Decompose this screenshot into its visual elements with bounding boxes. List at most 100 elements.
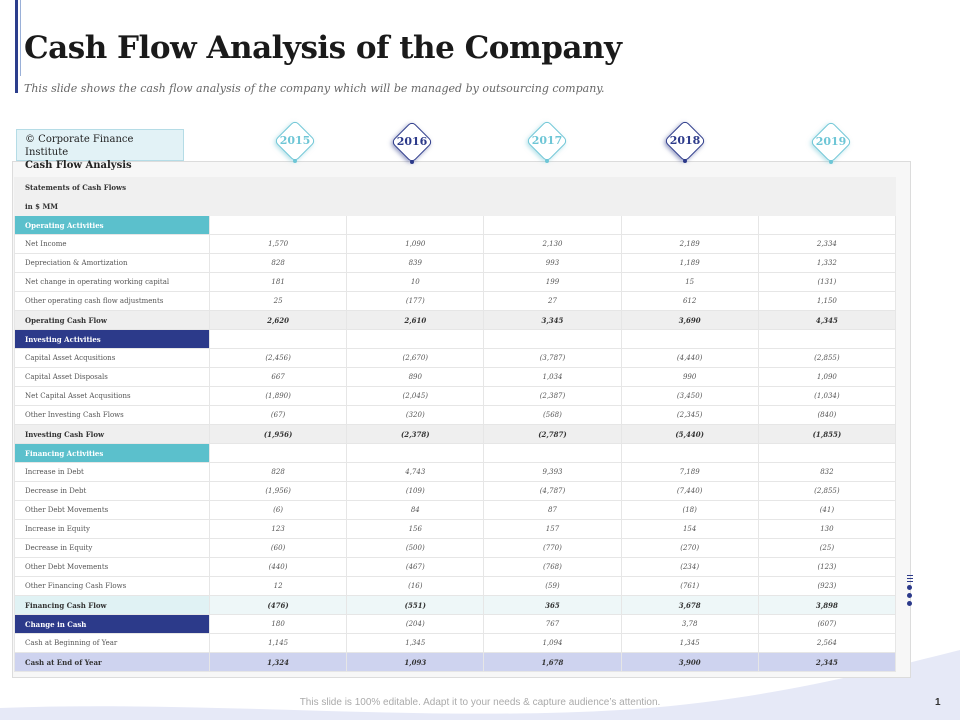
cell-value: 3,345 <box>483 310 622 330</box>
table-row: Cash at Beginning of Year 1,145 1,345 1,094… <box>14 633 897 653</box>
cell-value <box>483 215 622 235</box>
background-wave-shape <box>0 650 960 720</box>
cell-value: 3,678 <box>620 595 759 615</box>
cell-value: (2,378) <box>346 424 485 444</box>
table-row: Capital Asset Disposals 667 890 1,034 990 1,0… <box>14 367 897 387</box>
row-label: Other Financing Cash Flows <box>14 576 210 596</box>
cell-value: (500) <box>346 538 485 558</box>
slide-subtitle: This slide shows the cash flow analysis … <box>24 82 605 95</box>
year-dot <box>293 159 297 163</box>
row-label: Decrease in Equity <box>14 538 210 558</box>
table-row: Other Financing Cash Flows 12 (16) (59) (761… <box>14 576 897 596</box>
year-marker-2018: 2018 <box>660 119 710 163</box>
cell-value: (2,045) <box>346 386 485 406</box>
year-dot <box>410 160 414 164</box>
cell-value <box>620 329 759 349</box>
cell-value: (1,956) <box>208 424 348 444</box>
cell-value: 1,570 <box>208 234 348 254</box>
cell-value: 181 <box>208 272 348 292</box>
row-label: Net Capital Asset Acqusitions <box>14 386 210 406</box>
cell-value: (2,387) <box>483 386 622 406</box>
table-row: Net Capital Asset Acqusitions (1,890) (2,0… <box>14 386 897 406</box>
cell-value: 25 <box>208 291 348 311</box>
cell-value: 1,345 <box>346 633 485 653</box>
table-row: Decrease in Equity (60) (500) (770) (270) (25… <box>14 538 897 558</box>
cell-value: 2,610 <box>346 310 485 330</box>
table-row: Operating Activities <box>14 215 897 235</box>
table-row: Other Debt Movements (440) (467) (768) (234)… <box>14 557 897 577</box>
title-accent-line <box>20 0 21 76</box>
cell-value: (3,450) <box>620 386 759 406</box>
table-row: Capital Asset Acqusitions (2,456) (2,670)(… <box>14 348 897 368</box>
cell-value: 1,150 <box>757 291 897 311</box>
row-label: Change in Cash <box>14 614 210 634</box>
source-line-2: Cash Flow Analysis <box>25 160 132 171</box>
table-row: Depreciation & Amortization 828 839 993 1,18… <box>14 253 897 273</box>
year-label: 2017 <box>531 134 563 147</box>
table-row: Investing Activities <box>14 329 897 349</box>
cell-value: (440) <box>208 557 348 577</box>
cell-value: 1,324 <box>208 652 348 672</box>
cell-value: 2,620 <box>208 310 348 330</box>
row-label: Other Investing Cash Flows <box>14 405 210 425</box>
cell-value: 154 <box>620 519 759 539</box>
cell-value <box>208 215 348 235</box>
table-row: Increase in Equity 123 156 157 154 130 <box>14 519 897 539</box>
cell-value: 3,78 <box>620 614 759 634</box>
header-label: in $ MM <box>14 196 210 216</box>
cell-value <box>757 443 897 463</box>
cell-value <box>208 443 348 463</box>
cell-value: (5,440) <box>620 424 759 444</box>
cell-value: 2,345 <box>757 652 897 672</box>
cell-value: 84 <box>346 500 485 520</box>
cell-value: (320) <box>346 405 485 425</box>
cell-value: (109) <box>346 481 485 501</box>
table-header-row: in $ MM <box>14 196 897 216</box>
cell-value: 767 <box>483 614 622 634</box>
cell-value: (476) <box>208 595 348 615</box>
row-label: Financing Cash Flow <box>14 595 210 615</box>
table-row: Cash at End of Year 1,324 1,093 1,678 3,900 2… <box>14 652 897 672</box>
cell-value: (270) <box>620 538 759 558</box>
cell-value: 1,189 <box>620 253 759 273</box>
row-label: Other operating cash flow adjustments <box>14 291 210 311</box>
cell-value <box>346 329 485 349</box>
cell-value: 2,189 <box>620 234 759 254</box>
table-row: Financing Cash Flow (476) (551) 365 3,678 3,8… <box>14 595 897 615</box>
cell-value <box>483 329 622 349</box>
cell-value: 130 <box>757 519 897 539</box>
cell-value: (467) <box>346 557 485 577</box>
row-label: Investing Activities <box>14 329 210 349</box>
cell-value: 3,900 <box>620 652 759 672</box>
footer-note: This slide is 100% editable. Adapt it to… <box>299 697 661 708</box>
row-label: Operating Activities <box>14 215 210 235</box>
table-row: Decrease in Debt (1,956) (109) (4,787) (7,44… <box>14 481 897 501</box>
cell-value: 3,690 <box>620 310 759 330</box>
cell-value: 828 <box>208 462 348 482</box>
row-label: Operating Cash Flow <box>14 310 210 330</box>
cell-value: (761) <box>620 576 759 596</box>
row-label: Financing Activities <box>14 443 210 463</box>
cell-value: (4,787) <box>483 481 622 501</box>
cell-value: (3,787) <box>483 348 622 368</box>
title-accent-bar <box>15 0 18 93</box>
cell-value: (234) <box>620 557 759 577</box>
table-row: Other operating cash flow adjustments 25(… <box>14 291 897 311</box>
cell-value: (607) <box>757 614 897 634</box>
table-row: Other Debt Movements (6) 84 87 (18) (41) <box>14 500 897 520</box>
year-marker-2017: 2017 <box>522 119 572 163</box>
slide-title: Cash Flow Analysis of the Company <box>24 30 622 66</box>
cell-value: 1,332 <box>757 253 897 273</box>
cell-value: (2,855) <box>757 348 897 368</box>
cell-value: 612 <box>620 291 759 311</box>
cell-value: (59) <box>483 576 622 596</box>
year-dot <box>829 160 833 164</box>
table-row: Financing Activities <box>14 443 897 463</box>
cell-value: 27 <box>483 291 622 311</box>
cell-value: (923) <box>757 576 897 596</box>
side-decoration <box>907 575 915 606</box>
table-row: Change in Cash 180 (204) 767 3,78 (607) <box>14 614 897 634</box>
year-dot <box>545 159 549 163</box>
cell-value: 180 <box>208 614 348 634</box>
cell-value: (25) <box>757 538 897 558</box>
